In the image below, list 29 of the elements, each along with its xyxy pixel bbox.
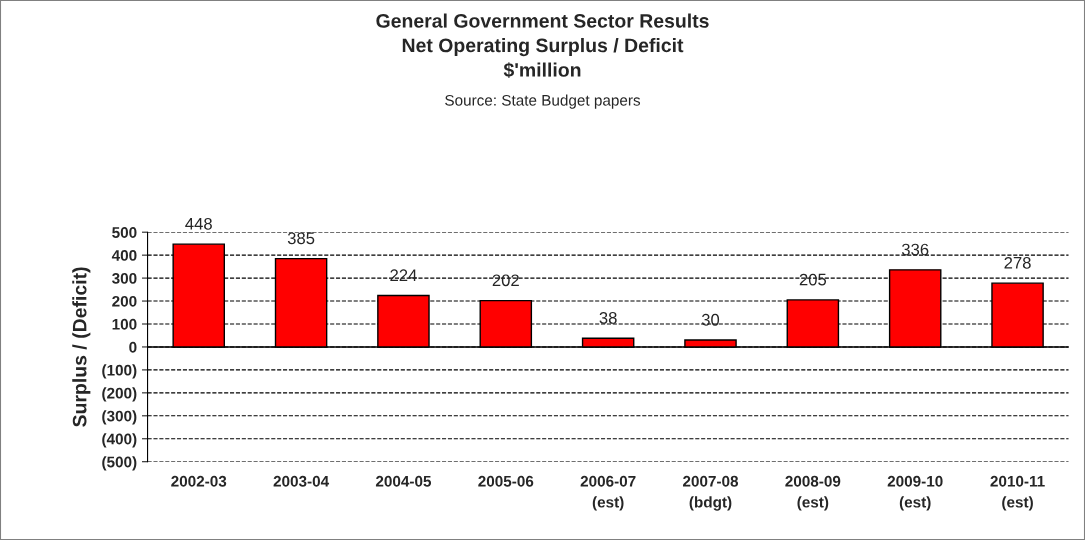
chart-title: General Government Sector Results Net Operating Surplus / Deficit $'million	[376, 13, 709, 79]
y-tick-label: 0	[129, 341, 137, 353]
y-tick-label: (100)	[102, 364, 137, 379]
x-tick-label: 2003-04	[273, 475, 330, 487]
x-tick-label: 2007-08 (bdgt)	[682, 475, 739, 511]
x-tick-label: 2009-10 (est)	[887, 475, 943, 511]
y-axis-title: Surplus / (Deficit)	[72, 267, 91, 427]
source-note: Source: State Budget papers	[445, 94, 641, 109]
y-tick-label: (300)	[102, 410, 137, 425]
y-tick-label: 500	[112, 227, 137, 238]
x-tick-label: 2006-07 (est)	[580, 475, 636, 511]
y-tick-label: 100	[112, 318, 137, 330]
x-tick-label: 2010-11 (est)	[990, 475, 1045, 511]
y-tick-label: (500)	[102, 456, 137, 471]
data-label: 38	[599, 312, 617, 324]
data-label: 278	[1004, 256, 1031, 269]
y-tick-label: (400)	[102, 433, 137, 448]
data-label: 30	[701, 313, 720, 326]
y-tick-label: 400	[111, 250, 137, 261]
x-tick-label: 2004-05	[375, 475, 432, 487]
y-tick-label: 300	[112, 272, 137, 284]
x-tick-label: 2002-03	[171, 475, 227, 487]
data-label: 336	[901, 243, 929, 256]
x-tick-label: 2008-09 (est)	[785, 475, 841, 511]
data-label: 448	[185, 217, 212, 230]
x-tick-label: 2005-06	[478, 475, 534, 487]
y-tick-label: 200	[112, 295, 137, 307]
data-label: 385	[287, 232, 315, 245]
y-tick-label: (200)	[102, 387, 137, 402]
